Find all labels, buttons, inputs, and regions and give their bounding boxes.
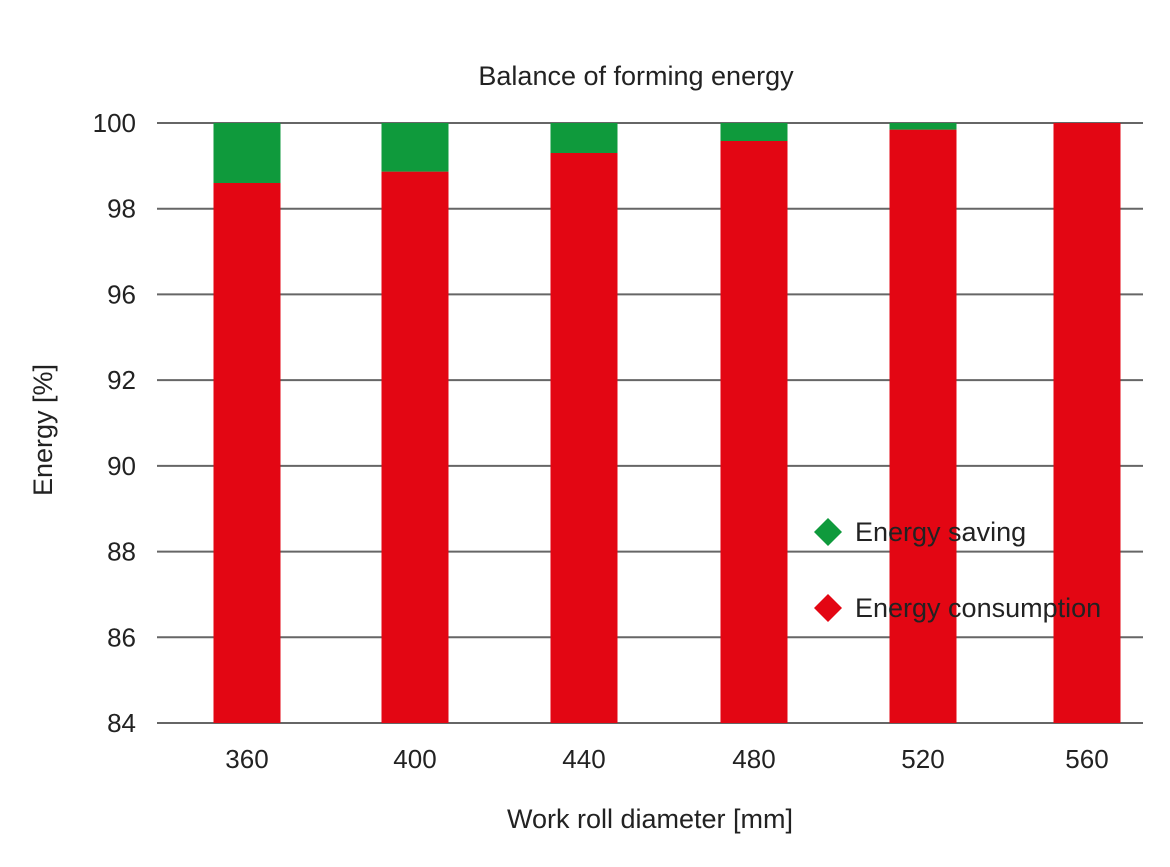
bar-energy-saving-480 bbox=[720, 123, 788, 141]
x-tick-label: 440 bbox=[562, 744, 605, 774]
bar-energy-consumption-520 bbox=[889, 129, 957, 724]
bar-energy-saving-400 bbox=[381, 123, 449, 172]
legend-label: Energy consumption bbox=[855, 593, 1101, 623]
y-axis-ticks: 84 86 88 90 92 96 98 100 bbox=[93, 108, 136, 738]
y-tick-label: 96 bbox=[107, 279, 136, 309]
x-tick-label: 560 bbox=[1065, 744, 1108, 774]
bar-energy-consumption-560 bbox=[1053, 123, 1121, 723]
y-axis-label: Energy [%] bbox=[28, 364, 58, 496]
y-tick-label: 88 bbox=[107, 537, 136, 567]
bar-energy-consumption-480 bbox=[720, 141, 788, 723]
y-tick-label: 92 bbox=[107, 365, 136, 395]
bar-energy-consumption-400 bbox=[381, 171, 449, 724]
grid-lines bbox=[157, 122, 1143, 724]
legend-marker-icon bbox=[814, 518, 842, 546]
bar-energy-saving-360 bbox=[213, 123, 281, 183]
y-tick-label: 98 bbox=[107, 194, 136, 224]
chart-title: Balance of forming energy bbox=[478, 61, 794, 91]
x-tick-label: 400 bbox=[393, 744, 436, 774]
x-axis-label: Work roll diameter [mm] bbox=[507, 804, 793, 834]
bar-energy-saving-520 bbox=[889, 123, 957, 130]
x-tick-label: 360 bbox=[225, 744, 268, 774]
bar-energy-consumption-440 bbox=[550, 153, 618, 723]
y-tick-label: 100 bbox=[93, 108, 136, 138]
x-tick-label: 480 bbox=[732, 744, 775, 774]
y-tick-label: 84 bbox=[107, 708, 136, 738]
x-axis-ticks: 360 400 440 480 520 560 bbox=[225, 744, 1108, 774]
legend: Energy saving Energy consumption bbox=[814, 517, 1101, 623]
legend-marker-icon bbox=[814, 594, 842, 622]
bars bbox=[213, 123, 1121, 724]
y-tick-label: 90 bbox=[107, 451, 136, 481]
bar-energy-saving-440 bbox=[550, 123, 618, 153]
legend-label: Energy saving bbox=[855, 517, 1026, 547]
x-tick-label: 520 bbox=[901, 744, 944, 774]
y-tick-label: 86 bbox=[107, 622, 136, 652]
bar-energy-consumption-360 bbox=[213, 183, 281, 723]
